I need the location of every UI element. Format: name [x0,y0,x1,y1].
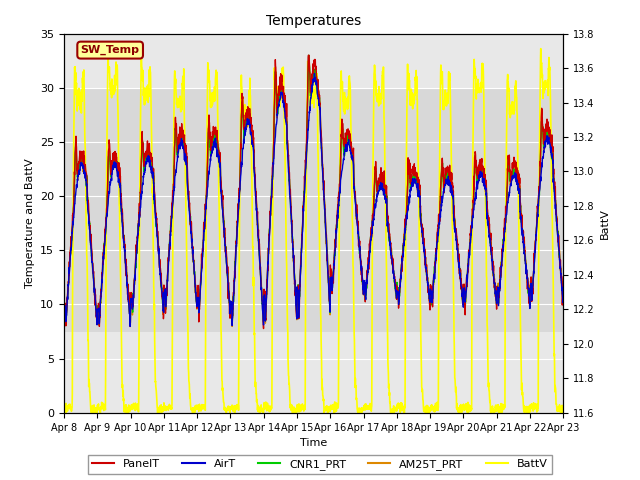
PanelT [459,300,467,306]
BattV [529,408,537,414]
PanelT [516,180,524,186]
CNR1_PRT [459,299,467,304]
CNR1_PRT [529,274,537,280]
PanelT [199,241,207,247]
PanelT [529,273,537,279]
Legend: PanelT, AirT, CNR1_PRT, AM25T_PRT, BattV: PanelT, AirT, CNR1_PRT, AM25T_PRT, BattV [88,455,552,474]
BattV [537,46,545,51]
AM25T_PRT [516,184,524,190]
AM25T_PRT [559,286,567,291]
PanelT [260,325,268,331]
AirT [459,295,467,301]
CNR1_PRT [200,240,207,246]
CNR1_PRT [305,52,312,58]
CNR1_PRT [60,306,68,312]
AirT [310,71,318,76]
AirT [200,237,207,243]
Line: BattV: BattV [64,48,563,413]
AM25T_PRT [328,288,336,294]
AirT [126,324,134,329]
CNR1_PRT [339,129,347,134]
AM25T_PRT [529,274,537,280]
Bar [64,88,563,332]
CNR1_PRT [95,322,103,328]
PanelT [305,52,312,58]
AirT [339,161,347,167]
AM25T_PRT [60,303,68,309]
PanelT [60,311,68,317]
Line: AM25T_PRT: AM25T_PRT [64,58,563,326]
AM25T_PRT [228,324,236,329]
AirT [529,275,537,281]
AM25T_PRT [459,291,467,297]
BattV [559,403,567,408]
BattV [339,92,346,97]
PanelT [339,125,347,131]
BattV [200,403,207,409]
PanelT [559,274,567,280]
CNR1_PRT [559,279,567,285]
Title: Temperatures: Temperatures [266,14,361,28]
X-axis label: Time: Time [300,438,327,448]
AirT [328,288,336,294]
AM25T_PRT [339,126,347,132]
BattV [61,410,69,416]
Y-axis label: BattV: BattV [600,208,610,239]
Line: CNR1_PRT: CNR1_PRT [64,55,563,325]
BattV [458,408,466,414]
Line: AirT: AirT [64,73,563,326]
CNR1_PRT [516,189,524,195]
Line: PanelT: PanelT [64,55,563,328]
AM25T_PRT [199,239,207,245]
BattV [515,245,523,251]
BattV [60,404,68,409]
PanelT [328,290,336,296]
BattV [328,404,335,409]
Text: SW_Temp: SW_Temp [81,45,140,55]
Y-axis label: Temperature and BattV: Temperature and BattV [24,158,35,288]
AirT [60,307,68,313]
AM25T_PRT [305,55,313,61]
AirT [516,186,524,192]
CNR1_PRT [328,290,336,296]
AirT [559,286,567,292]
